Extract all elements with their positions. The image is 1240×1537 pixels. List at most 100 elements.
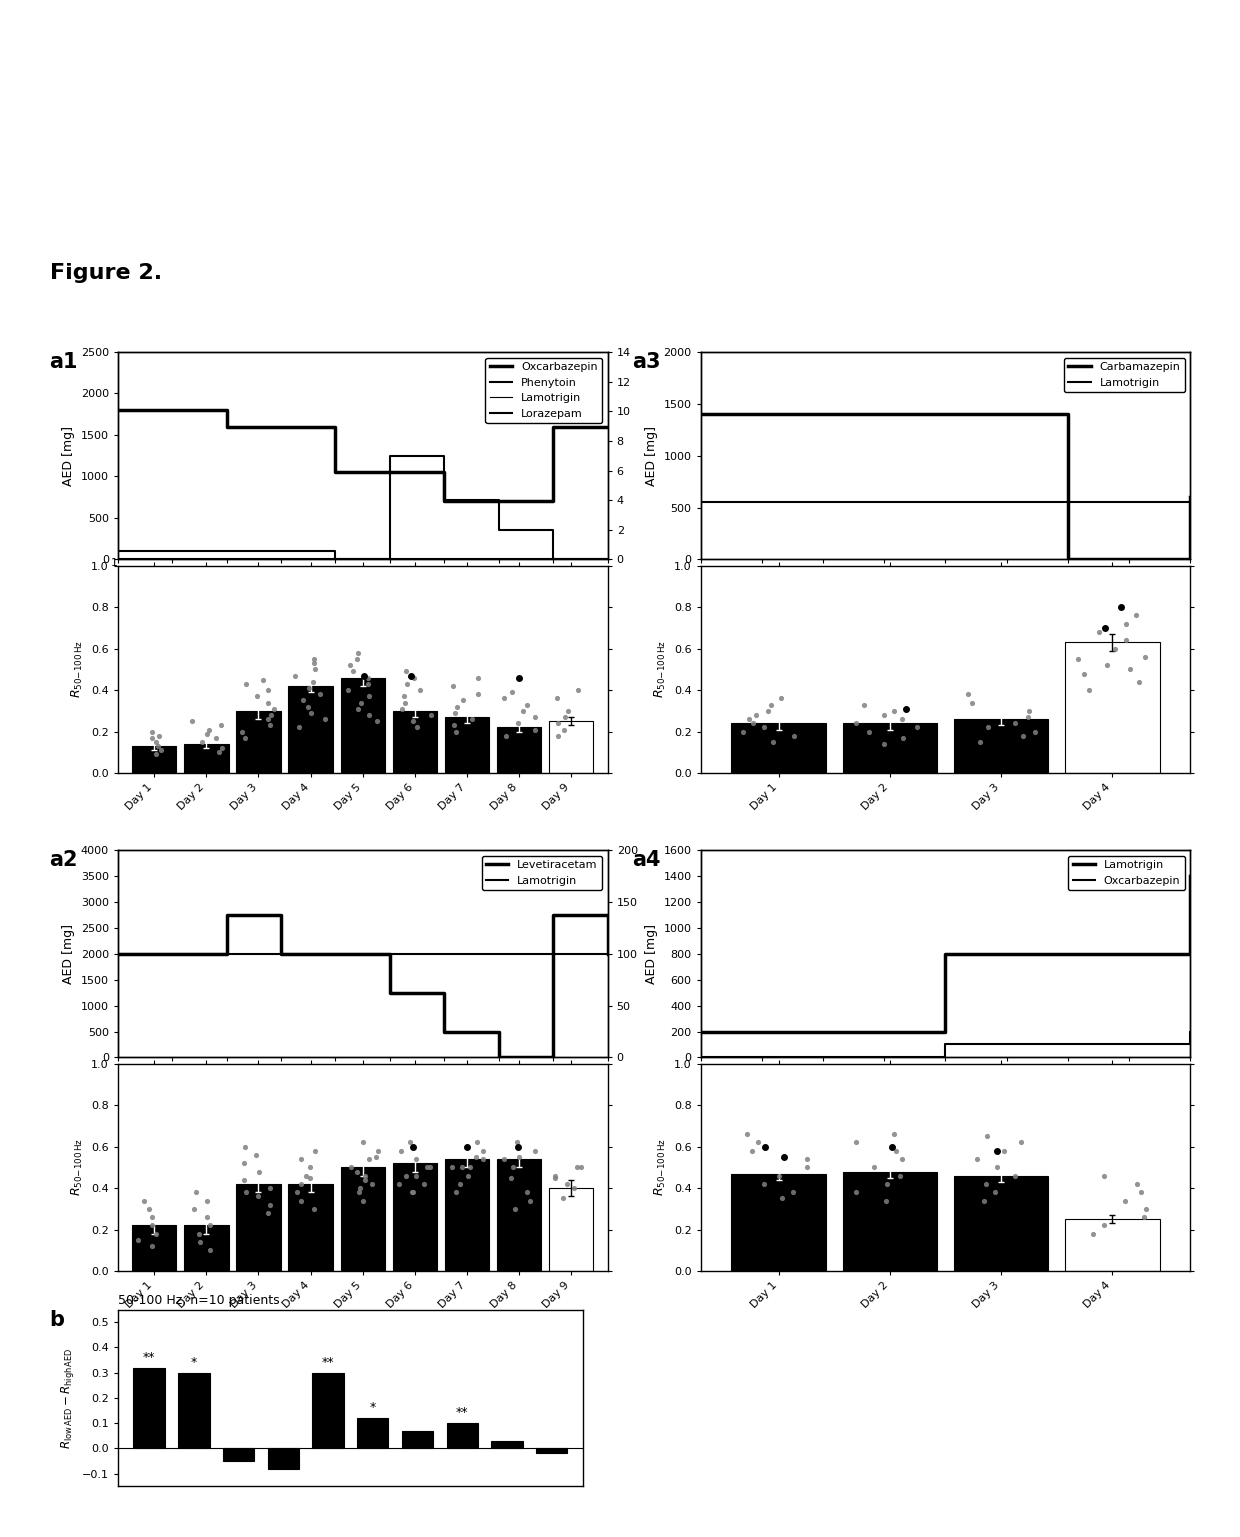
Point bbox=[548, 724, 568, 749]
Point bbox=[403, 1180, 423, 1205]
Point bbox=[303, 670, 322, 695]
Point bbox=[467, 1130, 487, 1154]
Point bbox=[1095, 1213, 1115, 1237]
Text: a4: a4 bbox=[632, 850, 661, 870]
Point bbox=[548, 712, 568, 736]
Y-axis label: AED [mg]: AED [mg] bbox=[62, 924, 76, 984]
Point bbox=[510, 666, 529, 690]
Point bbox=[362, 1171, 382, 1196]
Point bbox=[348, 1180, 368, 1205]
Point bbox=[846, 1130, 866, 1154]
Bar bbox=[1065, 642, 1159, 773]
Point bbox=[884, 698, 904, 722]
Point bbox=[405, 1164, 425, 1188]
Point bbox=[859, 719, 879, 744]
Point bbox=[525, 705, 544, 730]
Point bbox=[1019, 698, 1039, 722]
Point bbox=[397, 1164, 417, 1188]
Point bbox=[295, 1164, 315, 1188]
Bar bbox=[341, 1168, 384, 1271]
Point bbox=[304, 650, 324, 675]
Text: **: ** bbox=[143, 1351, 155, 1363]
Point bbox=[742, 1139, 761, 1164]
Point bbox=[422, 702, 441, 727]
Point bbox=[148, 733, 167, 758]
Point bbox=[190, 1230, 210, 1254]
Point bbox=[744, 712, 764, 736]
Point bbox=[248, 1183, 268, 1208]
Bar bbox=[357, 1419, 388, 1448]
Point bbox=[188, 1222, 208, 1247]
Point bbox=[402, 1180, 422, 1205]
Point bbox=[976, 1171, 996, 1196]
Point bbox=[298, 695, 317, 719]
Point bbox=[259, 690, 279, 715]
Bar bbox=[393, 1164, 436, 1271]
Point bbox=[755, 1134, 775, 1159]
Point bbox=[1083, 1222, 1102, 1247]
Point bbox=[351, 690, 371, 715]
Bar bbox=[536, 1448, 568, 1454]
Point bbox=[407, 715, 427, 739]
Point bbox=[959, 682, 978, 707]
Point bbox=[564, 1176, 584, 1200]
Point bbox=[890, 1164, 910, 1188]
Point bbox=[356, 1164, 376, 1188]
Point bbox=[874, 702, 894, 727]
Point bbox=[443, 1156, 463, 1180]
Point bbox=[247, 1142, 267, 1167]
Point bbox=[259, 713, 279, 738]
Point bbox=[460, 1156, 480, 1180]
Point bbox=[391, 1139, 410, 1164]
Point bbox=[1130, 670, 1149, 695]
Bar bbox=[491, 1440, 523, 1448]
Point bbox=[146, 730, 166, 755]
Point bbox=[769, 1164, 789, 1188]
Point bbox=[236, 1134, 255, 1159]
Point bbox=[264, 696, 284, 721]
Point bbox=[874, 732, 894, 756]
Point bbox=[463, 707, 482, 732]
Point bbox=[469, 666, 489, 690]
Point bbox=[847, 1180, 867, 1205]
Point bbox=[410, 678, 430, 702]
Point bbox=[864, 1156, 884, 1180]
Point bbox=[572, 1156, 591, 1180]
Point bbox=[403, 709, 423, 733]
Point bbox=[1079, 678, 1099, 702]
Point bbox=[210, 739, 229, 764]
Text: **: ** bbox=[456, 1406, 469, 1419]
Point bbox=[134, 1188, 154, 1213]
Point bbox=[893, 1147, 913, 1171]
Point bbox=[453, 689, 472, 713]
Point bbox=[305, 1139, 325, 1164]
Point bbox=[299, 676, 319, 701]
Point bbox=[185, 1196, 205, 1220]
Point bbox=[353, 1130, 373, 1154]
Point bbox=[466, 1145, 486, 1170]
Y-axis label: AED [mg]: AED [mg] bbox=[645, 426, 658, 486]
Point bbox=[771, 686, 791, 710]
Point bbox=[236, 672, 255, 696]
Point bbox=[568, 678, 588, 702]
Point bbox=[1105, 636, 1125, 661]
Point bbox=[358, 672, 378, 696]
Point bbox=[1133, 1205, 1153, 1230]
Bar bbox=[732, 724, 826, 773]
Point bbox=[247, 684, 267, 709]
Bar bbox=[842, 724, 937, 773]
Bar bbox=[732, 1174, 826, 1271]
Point bbox=[1115, 1188, 1135, 1213]
Point bbox=[146, 742, 166, 767]
Point bbox=[1116, 629, 1136, 653]
Point bbox=[206, 725, 226, 750]
Point bbox=[450, 1171, 470, 1196]
Point bbox=[737, 1122, 756, 1147]
Point bbox=[887, 1139, 906, 1164]
Point bbox=[201, 1213, 221, 1237]
Point bbox=[774, 1145, 794, 1170]
Point bbox=[343, 659, 363, 684]
Point bbox=[554, 718, 574, 742]
Bar bbox=[445, 1159, 489, 1271]
Point bbox=[258, 707, 278, 732]
